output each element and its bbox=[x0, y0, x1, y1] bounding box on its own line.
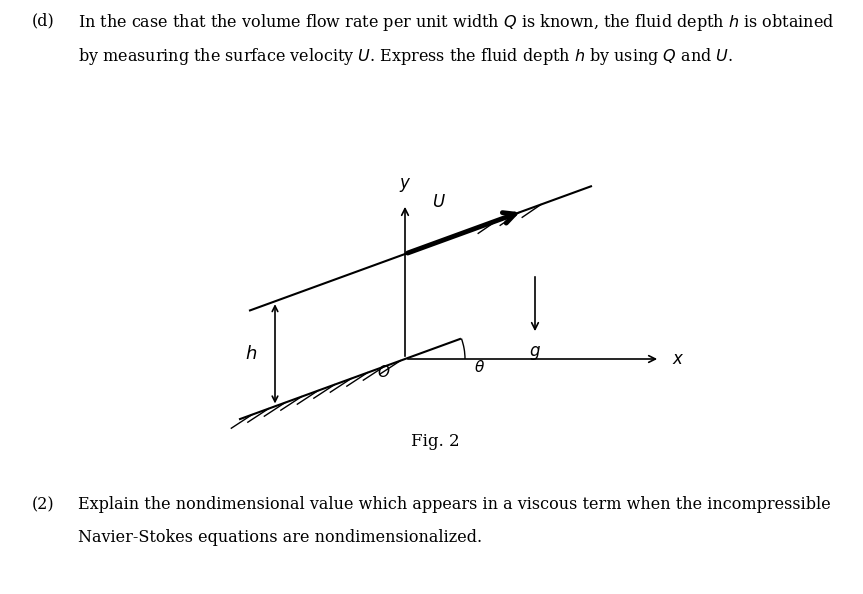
Text: (2): (2) bbox=[32, 496, 54, 513]
Text: Fig. 2: Fig. 2 bbox=[411, 434, 459, 450]
Text: $\theta$: $\theta$ bbox=[474, 359, 485, 375]
Text: Explain the nondimensional value which appears in a viscous term when the incomp: Explain the nondimensional value which a… bbox=[78, 496, 831, 513]
Text: $h$: $h$ bbox=[245, 345, 257, 363]
Text: In the case that the volume flow rate per unit width $Q$ is known, the fluid dep: In the case that the volume flow rate pe… bbox=[78, 12, 835, 33]
Text: (d): (d) bbox=[32, 12, 54, 29]
Text: $x$: $x$ bbox=[672, 350, 684, 368]
Text: $U$: $U$ bbox=[432, 194, 445, 211]
Text: Navier-Stokes equations are nondimensionalized.: Navier-Stokes equations are nondimension… bbox=[78, 529, 482, 546]
Text: $O$: $O$ bbox=[376, 364, 390, 380]
Text: $y$: $y$ bbox=[399, 176, 412, 194]
Text: $g$: $g$ bbox=[529, 344, 541, 362]
Text: by measuring the surface velocity $U$. Express the fluid depth $h$ by using $Q$ : by measuring the surface velocity $U$. E… bbox=[78, 46, 734, 67]
